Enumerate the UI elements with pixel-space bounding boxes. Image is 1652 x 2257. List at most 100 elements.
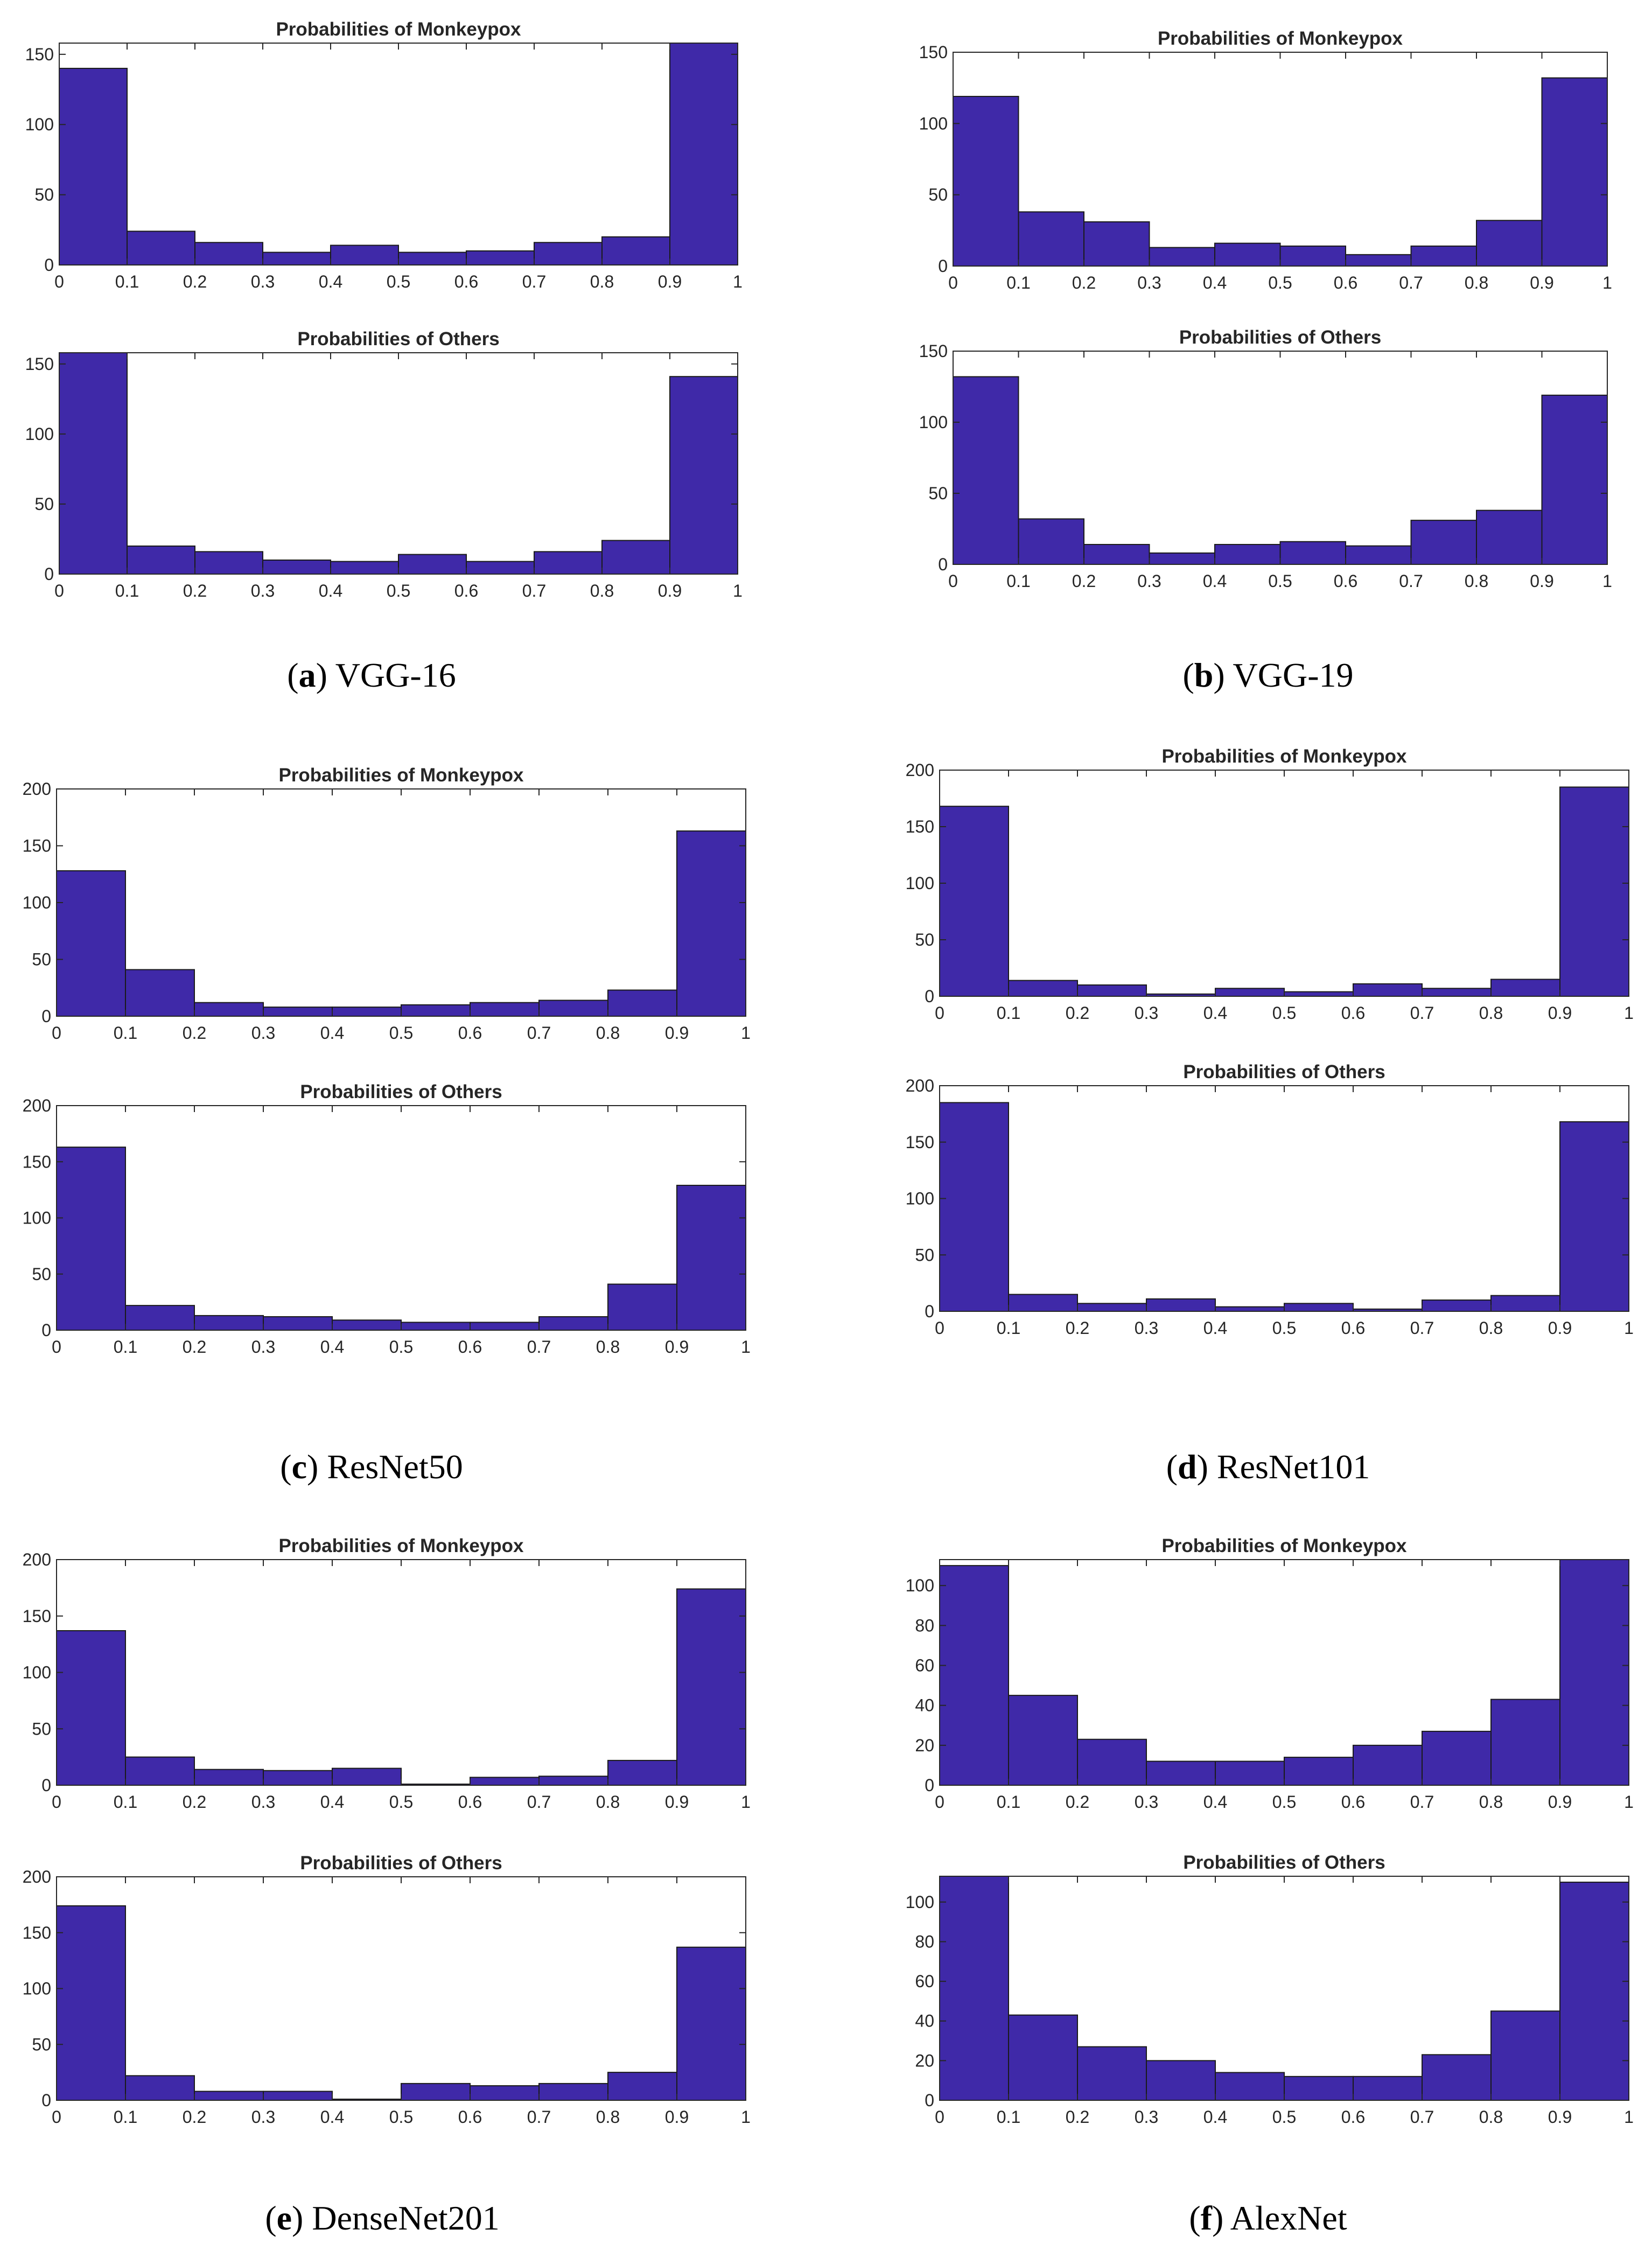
y-tick-label: 150 <box>919 43 948 62</box>
x-tick-label: 1 <box>741 1023 751 1043</box>
y-tick-label: 0 <box>41 1776 51 1795</box>
x-tick-label: 0.7 <box>527 2107 551 2127</box>
bar-0.4-0.5 <box>332 1319 402 1331</box>
bar-0.1-0.2 <box>1008 2014 1078 2101</box>
x-tick-label: 0.7 <box>1410 1003 1434 1023</box>
x-tick-label: 1 <box>733 581 743 600</box>
bar-0-0.1 <box>59 352 128 575</box>
histogram-b-3: Probabilities of Others 0 0.1 0.2 0.3 0.4 0.5 0… <box>919 327 1612 591</box>
bar-0.6-0.7 <box>1345 545 1412 565</box>
y-tick-label: 100 <box>906 1892 934 1912</box>
bar-0.9-1 <box>1541 77 1608 267</box>
bar-0.1-0.2 <box>125 1305 195 1331</box>
bar-0.4-0.5 <box>1214 544 1281 565</box>
y-tick-label: 150 <box>23 1606 51 1626</box>
x-tick-label: 1 <box>1624 1318 1634 1338</box>
bar-0.2-0.3 <box>1083 221 1150 267</box>
x-tick-label: 0.3 <box>1135 1003 1158 1023</box>
bar-0.1-0.2 <box>1008 1695 1078 1786</box>
x-tick-label: 0.3 <box>1135 1318 1158 1338</box>
histogram-f-10: Probabilities of Monkeypox 0 0.1 0.2 0.3 0.4 0… <box>906 1535 1634 1812</box>
x-tick-label: 0.9 <box>1548 2107 1572 2127</box>
bar-0.1-0.2 <box>127 230 195 266</box>
bar-0-0.1 <box>56 870 126 1017</box>
bar-0.7-0.8 <box>538 2083 608 2101</box>
bar-0.3-0.4 <box>263 1316 333 1331</box>
x-tick-label: 0 <box>935 1792 944 1812</box>
y-tick-label: 50 <box>915 1245 934 1264</box>
chart-title: Probabilities of Monkeypox <box>276 19 521 40</box>
x-tick-label: 0.8 <box>1465 273 1488 292</box>
x-tick-label: 0.2 <box>1066 1003 1089 1023</box>
x-tick-label: 0.3 <box>1135 2107 1158 2127</box>
x-tick-label: 0.7 <box>522 272 546 291</box>
x-tick-label: 0.3 <box>251 1337 275 1357</box>
bar-0.8-0.9 <box>607 1283 677 1331</box>
y-tick-label: 100 <box>919 413 948 432</box>
x-tick-label: 0.6 <box>1341 1318 1365 1338</box>
x-tick-label: 0.4 <box>319 581 342 600</box>
bar-0.5-0.6 <box>401 1322 471 1331</box>
chart-title: Probabilities of Others <box>297 329 499 350</box>
x-tick-label: 0.5 <box>1272 1003 1296 1023</box>
y-tick-label: 150 <box>919 341 948 361</box>
y-tick-label: 150 <box>23 1923 51 1942</box>
bar-0.6-0.7 <box>1345 254 1412 267</box>
x-tick-label: 0.2 <box>183 1337 206 1357</box>
chart-title: Probabilities of Monkeypox <box>1161 746 1407 767</box>
caption-c-letter: c <box>292 1448 307 1486</box>
x-tick-label: 1 <box>741 2107 751 2127</box>
x-tick-label: 1 <box>741 1792 751 1812</box>
x-tick-label: 0.5 <box>389 1792 413 1812</box>
x-tick-label: 0 <box>52 2107 61 2127</box>
chart-title: Probabilities of Others <box>300 1853 502 1874</box>
bar-0.9-1 <box>676 1185 746 1331</box>
x-tick-label: 0.6 <box>458 1337 482 1357</box>
bar-0.1-0.2 <box>1018 211 1084 267</box>
bar-0.5-0.6 <box>398 251 467 266</box>
x-tick-label: 0.8 <box>596 2107 620 2127</box>
bar-0.2-0.3 <box>1083 544 1150 565</box>
y-tick-label: 40 <box>915 2011 934 2031</box>
y-tick-label: 40 <box>915 1696 934 1715</box>
chart-title: Probabilities of Monkeypox <box>1158 28 1403 49</box>
bar-0.9-1 <box>1559 1882 1629 2101</box>
x-tick-label: 0.6 <box>458 2107 482 2127</box>
x-tick-label: 0.9 <box>1548 1003 1572 1023</box>
x-tick-label: 0.8 <box>1479 2107 1503 2127</box>
x-tick-label: 0 <box>52 1023 61 1043</box>
bar-0.7-0.8 <box>538 1776 608 1786</box>
bar-0.8-0.9 <box>1490 1699 1560 1786</box>
y-tick-label: 150 <box>23 836 51 856</box>
bar-0.8-0.9 <box>1490 979 1560 997</box>
y-tick-label: 80 <box>915 1616 934 1635</box>
caption-d-text: (d) ResNet101 <box>1166 1448 1370 1486</box>
bar-0.8-0.9 <box>607 1759 677 1786</box>
x-tick-label: 0.9 <box>658 272 682 291</box>
histogram-d-6: Probabilities of Monkeypox 0 0.1 0.2 0.3 0.4 0… <box>906 746 1634 1023</box>
x-tick-label: 0.1 <box>114 1337 137 1357</box>
x-tick-label: 0.8 <box>1479 1792 1503 1812</box>
axes-frame <box>939 1085 1629 1312</box>
bar-0.7-0.8 <box>1422 2054 1492 2101</box>
x-tick-label: 0.3 <box>251 581 275 600</box>
x-tick-label: 0.8 <box>1479 1318 1503 1338</box>
x-tick-label: 0.5 <box>1272 2107 1296 2127</box>
x-tick-label: 0.8 <box>1465 571 1488 591</box>
y-tick-label: 50 <box>915 930 934 949</box>
x-tick-label: 0.5 <box>387 272 410 291</box>
y-tick-label: 100 <box>23 1663 51 1682</box>
x-tick-label: 0.1 <box>115 581 139 600</box>
caption-a-letter: a <box>299 656 316 694</box>
bar-0.5-0.6 <box>1284 1757 1354 1786</box>
x-tick-label: 1 <box>741 1337 751 1357</box>
x-tick-label: 0.4 <box>1203 2107 1227 2127</box>
bar-0.9-1 <box>1559 1121 1629 1312</box>
bar-0.8-0.9 <box>601 236 670 266</box>
bar-0.4-0.5 <box>1215 1306 1285 1312</box>
x-tick-label: 0.9 <box>665 1792 689 1812</box>
bar-0.1-0.2 <box>125 2075 195 2101</box>
x-tick-label: 0.7 <box>1410 2107 1434 2127</box>
x-tick-label: 0.6 <box>1341 1792 1365 1812</box>
x-tick-label: 0.3 <box>1137 571 1161 591</box>
